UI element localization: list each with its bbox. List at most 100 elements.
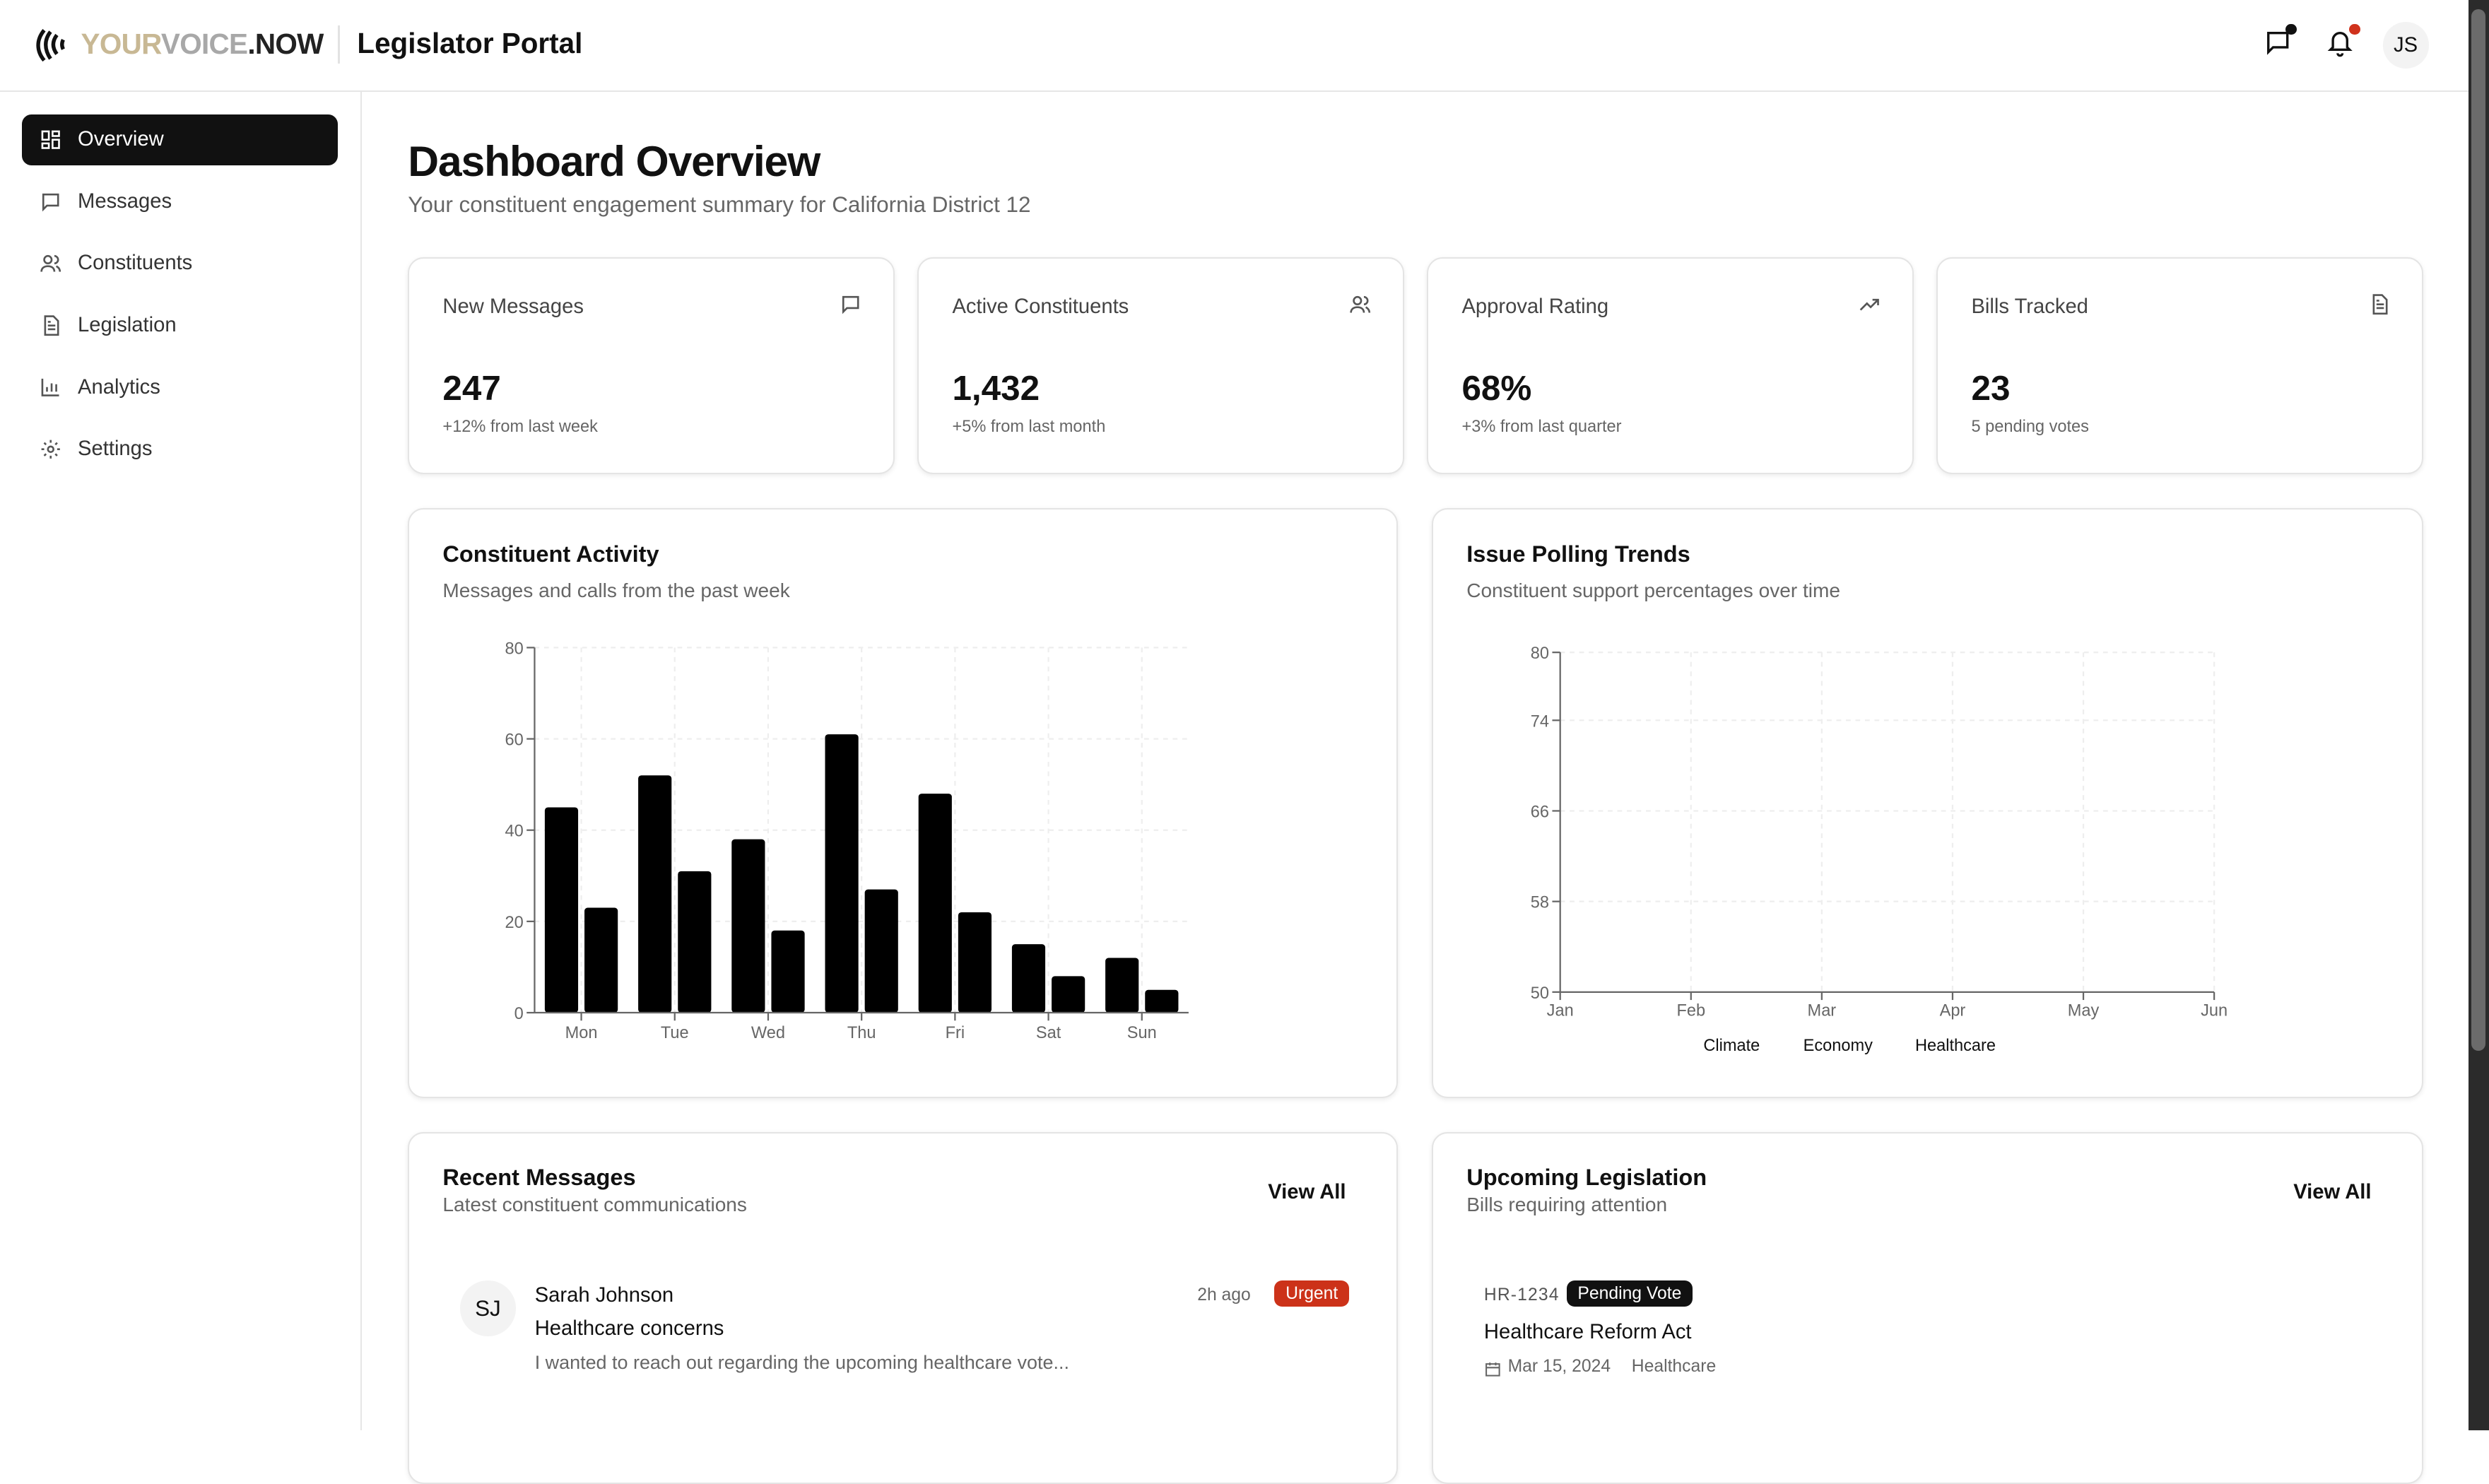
notification-dot: [2285, 23, 2297, 35]
stat-card-approval-rating: Approval Rating 68% +3% from last quarte…: [1427, 257, 1914, 475]
y-tick-label: 58: [1531, 893, 1549, 911]
y-tick-label: 0: [514, 1004, 524, 1023]
logo[interactable]: YOURVOICE.NOW: [35, 25, 324, 64]
bar: [958, 912, 992, 1013]
message-item[interactable]: SJ Sarah Johnson 2h ago Urgent Healthcar…: [460, 1280, 1349, 1376]
card-subtitle: Bills requiring attention: [1466, 1193, 1668, 1215]
bar: [731, 839, 765, 1013]
page-subtitle: Your constituent engagement summary for …: [408, 192, 1031, 217]
view-all-messages-button[interactable]: View All: [1268, 1180, 1346, 1203]
x-tick-label: Thu: [847, 1023, 876, 1042]
sidebar-item-overview[interactable]: Overview: [22, 114, 339, 165]
scrollbar[interactable]: [2468, 0, 2489, 1430]
card-subtitle: Constituent support percentages over tim…: [1466, 579, 1840, 601]
x-tick-label: May: [2068, 1001, 2100, 1019]
bar: [638, 775, 672, 1013]
sidebar-item-label: Analytics: [78, 375, 160, 399]
stat-label: New Messages: [442, 295, 584, 318]
sidebar-item-legislation[interactable]: Legislation: [22, 300, 338, 351]
stat-value: 247: [442, 368, 501, 408]
x-tick-label: Feb: [1676, 1001, 1705, 1019]
card-title: Constituent Activity: [442, 541, 659, 567]
bar: [1145, 989, 1179, 1013]
x-tick-label: Apr: [1940, 1001, 1966, 1019]
bar: [825, 734, 859, 1013]
bar: [1012, 943, 1046, 1013]
x-tick-label: Fri: [946, 1023, 965, 1042]
bar: [918, 793, 953, 1013]
layout-grid-icon: [41, 130, 60, 149]
view-all-legislation-button[interactable]: View All: [2293, 1180, 2372, 1203]
x-tick-label: Jan: [1547, 1001, 1574, 1019]
brand-part: VOICE: [160, 28, 248, 61]
polling-trends-card: Issue Polling Trends Constituent support…: [1432, 507, 2424, 1098]
upcoming-legislation-card: Upcoming Legislation Bills requiring att…: [1432, 1131, 2424, 1484]
y-tick-label: 80: [1531, 644, 1549, 662]
bar: [1105, 958, 1139, 1013]
stat-note: +5% from last month: [952, 417, 1106, 436]
bill-date: Mar 15, 2024: [1507, 1357, 1611, 1377]
sidebar-item-messages[interactable]: Messages: [22, 176, 338, 227]
file-text-icon: [2372, 294, 2388, 315]
bill-id: HR-1234: [1483, 1285, 1560, 1305]
sidebar-item-label: Messages: [78, 189, 172, 213]
activity-bar-chart: 0 20 40 60 80 Mon Tue Wed Thu Fri Sat Sun: [505, 639, 1189, 1042]
polling-line-chart: 50 58 66 74 80 Jan Feb Mar Apr May Jun Climate Econo…: [1531, 644, 2228, 1054]
card-subtitle: Messages and calls from the past week: [442, 579, 790, 601]
y-tick-label: 66: [1531, 802, 1549, 820]
x-tick-label: Sat: [1036, 1023, 1061, 1042]
stat-card-active-constituents: Active Constituents 1,432 +5% from last …: [917, 257, 1405, 475]
card-title: Issue Polling Trends: [1466, 541, 1690, 567]
y-tick-label: 80: [505, 639, 524, 657]
y-tick-label: 50: [1531, 984, 1549, 1002]
message-preview: I wanted to reach out regarding the upco…: [534, 1352, 1069, 1374]
stat-label: Bills Tracked: [1971, 295, 2088, 318]
stat-note: +3% from last quarter: [1461, 417, 1622, 436]
notifications-button[interactable]: [2326, 23, 2361, 60]
bar-chart-icon: [41, 379, 59, 397]
message-square-icon: [2267, 32, 2289, 56]
message-square-icon: [42, 193, 59, 211]
sidebar-item-constituents[interactable]: Constituents: [22, 238, 338, 289]
bar: [771, 930, 805, 1013]
y-tick-label: 74: [1531, 712, 1549, 730]
x-tick-label: Tue: [661, 1023, 689, 1042]
messages-button[interactable]: [2264, 23, 2297, 60]
card-title: Upcoming Legislation: [1466, 1165, 1707, 1191]
sender-name: Sarah Johnson: [534, 1283, 674, 1307]
user-avatar[interactable]: JS: [2382, 22, 2429, 69]
stat-note: +12% from last week: [442, 417, 598, 436]
x-tick-label: Wed: [751, 1023, 785, 1042]
legislation-item[interactable]: HR-1234 Pending Vote Healthcare Reform A…: [1483, 1280, 2373, 1377]
top-header: YOURVOICE.NOW Legislator Portal JS: [0, 0, 2469, 93]
calendar-icon: [1485, 1362, 1500, 1377]
message-time: 2h ago: [1197, 1285, 1251, 1305]
users-icon: [1350, 296, 1371, 313]
brand-part: .NOW: [247, 28, 324, 61]
recent-messages-card: Recent Messages Latest constituent commu…: [408, 1131, 1399, 1484]
stat-value: 68%: [1461, 368, 1532, 408]
x-tick-label: Mon: [565, 1023, 598, 1042]
bill-name: Healthcare Reform Act: [1483, 1320, 1692, 1343]
constituent-activity-card: Constituent Activity Messages and calls …: [408, 507, 1399, 1098]
stat-card-new-messages: New Messages 247 +12% from last week: [408, 257, 895, 475]
logo-icon: [36, 28, 66, 62]
stat-note: 5 pending votes: [1971, 417, 2089, 436]
sidebar-item-analytics[interactable]: Analytics: [22, 362, 338, 413]
bell-icon: [2327, 32, 2353, 57]
sidebar-item-settings[interactable]: Settings: [22, 424, 338, 475]
sidebar-item-label: Constituents: [78, 252, 193, 275]
scrollbar-thumb[interactable]: [2471, 9, 2486, 1051]
notification-dot: [2349, 23, 2361, 35]
card-subtitle: Latest constituent communications: [442, 1193, 747, 1215]
trending-up-icon: [1859, 299, 1879, 311]
sidebar: Overview Messages Constituents Legislati…: [0, 92, 362, 1430]
y-tick-label: 60: [505, 730, 524, 748]
users-icon: [40, 255, 61, 272]
sidebar-item-label: Overview: [78, 128, 164, 151]
message-square-icon: [842, 296, 859, 314]
brand-part: YOUR: [81, 28, 162, 61]
x-tick-label: Jun: [2201, 1001, 2228, 1019]
stat-value: 23: [1971, 368, 2011, 408]
sender-avatar: SJ: [460, 1280, 516, 1337]
